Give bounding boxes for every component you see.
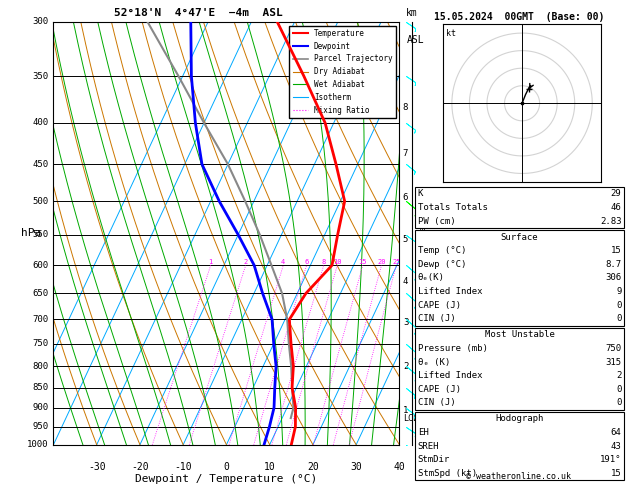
Text: 306: 306 bbox=[605, 274, 621, 282]
Text: 750: 750 bbox=[32, 339, 48, 348]
Text: 15: 15 bbox=[359, 260, 367, 265]
Text: SREH: SREH bbox=[418, 442, 439, 451]
Text: Dewp (°C): Dewp (°C) bbox=[418, 260, 466, 269]
Text: 29: 29 bbox=[611, 190, 621, 198]
Text: StmSpd (kt): StmSpd (kt) bbox=[418, 469, 477, 478]
Text: 700: 700 bbox=[32, 315, 48, 324]
Text: 8.7: 8.7 bbox=[605, 260, 621, 269]
Text: θₑ(K): θₑ(K) bbox=[418, 274, 445, 282]
Text: 5: 5 bbox=[403, 235, 408, 244]
Text: 300: 300 bbox=[32, 17, 48, 26]
Text: 9: 9 bbox=[616, 287, 621, 296]
Text: K: K bbox=[418, 190, 423, 198]
Text: 8: 8 bbox=[403, 103, 408, 112]
Text: kt: kt bbox=[446, 29, 456, 38]
Text: 0: 0 bbox=[616, 301, 621, 310]
Legend: Temperature, Dewpoint, Parcel Trajectory, Dry Adiabat, Wet Adiabat, Isotherm, Mi: Temperature, Dewpoint, Parcel Trajectory… bbox=[289, 26, 396, 118]
Text: 350: 350 bbox=[32, 71, 48, 81]
Text: 2: 2 bbox=[403, 362, 408, 371]
Text: 25: 25 bbox=[392, 260, 401, 265]
Text: 40: 40 bbox=[394, 462, 405, 471]
Text: 15: 15 bbox=[611, 469, 621, 478]
Text: 850: 850 bbox=[32, 383, 48, 392]
Text: 6: 6 bbox=[403, 192, 408, 202]
Text: 400: 400 bbox=[32, 119, 48, 127]
Text: LCL: LCL bbox=[403, 414, 418, 422]
Text: 2: 2 bbox=[243, 260, 248, 265]
Text: Lifted Index: Lifted Index bbox=[418, 371, 482, 380]
Text: 1: 1 bbox=[209, 260, 213, 265]
Text: StmDir: StmDir bbox=[418, 455, 450, 464]
Text: 64: 64 bbox=[611, 428, 621, 437]
Text: Surface: Surface bbox=[501, 233, 538, 242]
Text: 900: 900 bbox=[32, 403, 48, 412]
Text: 10: 10 bbox=[264, 462, 276, 471]
Text: Dewpoint / Temperature (°C): Dewpoint / Temperature (°C) bbox=[135, 474, 318, 484]
Text: Totals Totals: Totals Totals bbox=[418, 203, 487, 212]
Text: 15: 15 bbox=[611, 246, 621, 255]
Text: 4: 4 bbox=[403, 277, 408, 286]
Text: -20: -20 bbox=[131, 462, 149, 471]
Text: 20: 20 bbox=[307, 462, 319, 471]
Text: 6: 6 bbox=[304, 260, 309, 265]
Text: 7: 7 bbox=[403, 149, 408, 157]
Text: Most Unstable: Most Unstable bbox=[484, 330, 555, 339]
Text: 30: 30 bbox=[350, 462, 362, 471]
Text: 52°18'N  4°47'E  −4m  ASL: 52°18'N 4°47'E −4m ASL bbox=[114, 8, 283, 17]
Text: km: km bbox=[406, 8, 418, 17]
Text: Hodograph: Hodograph bbox=[496, 415, 543, 423]
Text: -30: -30 bbox=[88, 462, 106, 471]
Text: 550: 550 bbox=[32, 230, 48, 239]
Text: 191°: 191° bbox=[600, 455, 621, 464]
Text: 46: 46 bbox=[611, 203, 621, 212]
Text: CAPE (J): CAPE (J) bbox=[418, 385, 460, 394]
Text: 15.05.2024  00GMT  (Base: 00): 15.05.2024 00GMT (Base: 00) bbox=[434, 12, 604, 22]
Text: Temp (°C): Temp (°C) bbox=[418, 246, 466, 255]
Text: 650: 650 bbox=[32, 289, 48, 298]
Text: 0: 0 bbox=[616, 385, 621, 394]
Text: Mixing Ratio (g/kg): Mixing Ratio (g/kg) bbox=[418, 190, 426, 277]
Text: PW (cm): PW (cm) bbox=[418, 217, 455, 226]
Text: 0: 0 bbox=[223, 462, 230, 471]
Text: CIN (J): CIN (J) bbox=[418, 314, 455, 323]
Text: CIN (J): CIN (J) bbox=[418, 399, 455, 407]
Text: CAPE (J): CAPE (J) bbox=[418, 301, 460, 310]
Text: 315: 315 bbox=[605, 358, 621, 366]
Text: 10: 10 bbox=[333, 260, 342, 265]
Text: 43: 43 bbox=[611, 442, 621, 451]
Text: © weatheronline.co.uk: © weatheronline.co.uk bbox=[467, 472, 571, 481]
Text: 750: 750 bbox=[605, 344, 621, 353]
Text: 20: 20 bbox=[377, 260, 386, 265]
Text: 0: 0 bbox=[616, 314, 621, 323]
Text: 2: 2 bbox=[616, 371, 621, 380]
Text: 950: 950 bbox=[32, 422, 48, 431]
Text: ASL: ASL bbox=[406, 35, 424, 45]
Text: θₑ (K): θₑ (K) bbox=[418, 358, 450, 366]
Text: 600: 600 bbox=[32, 261, 48, 270]
Text: 0: 0 bbox=[616, 399, 621, 407]
Text: Lifted Index: Lifted Index bbox=[418, 287, 482, 296]
Text: 1000: 1000 bbox=[27, 440, 48, 449]
Text: Pressure (mb): Pressure (mb) bbox=[418, 344, 487, 353]
Text: 450: 450 bbox=[32, 160, 48, 169]
Text: hPa: hPa bbox=[21, 228, 41, 238]
Text: 800: 800 bbox=[32, 362, 48, 371]
Text: 4: 4 bbox=[281, 260, 286, 265]
Text: 1: 1 bbox=[403, 406, 408, 415]
Text: 2.83: 2.83 bbox=[600, 217, 621, 226]
Text: EH: EH bbox=[418, 428, 428, 437]
Text: 3: 3 bbox=[403, 318, 408, 327]
Text: -10: -10 bbox=[174, 462, 192, 471]
Text: 8: 8 bbox=[321, 260, 326, 265]
Text: 500: 500 bbox=[32, 197, 48, 206]
